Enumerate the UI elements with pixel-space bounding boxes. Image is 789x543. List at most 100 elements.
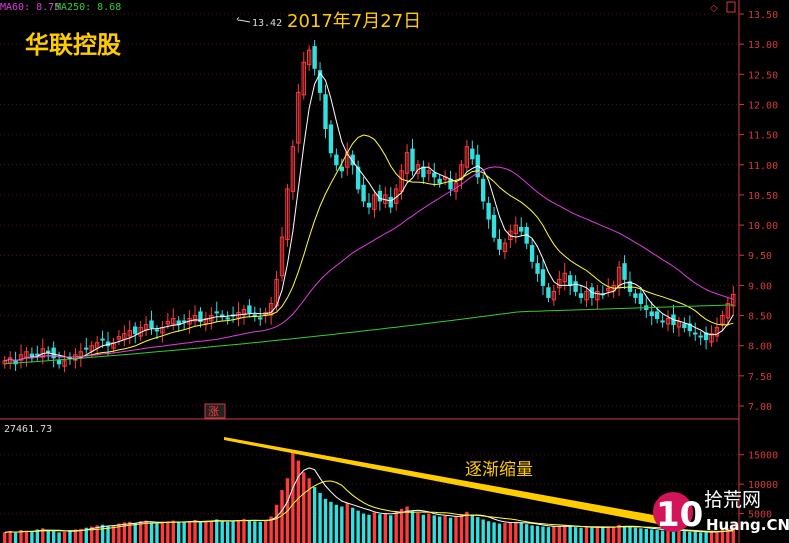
volume-bar <box>182 521 186 543</box>
volume-bar <box>601 527 605 543</box>
ma10-line <box>4 134 734 362</box>
volume-bar <box>427 513 431 543</box>
volume-bar <box>524 524 529 543</box>
ma5-line <box>4 72 734 362</box>
candle-body <box>18 354 24 361</box>
volume-bar <box>650 529 654 543</box>
volume-bar <box>633 527 638 543</box>
volume-bar <box>220 520 224 543</box>
volume-note: 逐渐缩量 <box>465 460 533 480</box>
price-ticks: 7.00 7.50 8.00 8.50 9.00 9.50 10.00 10.50 11.00 1… <box>739 10 778 413</box>
volume-bar <box>144 520 148 543</box>
volume-bar <box>437 516 442 543</box>
volume-bar <box>698 532 703 543</box>
price-tick-label: 9.00 <box>748 281 772 292</box>
volume-bar <box>459 514 464 543</box>
volume-bar <box>209 520 214 543</box>
volume-bar <box>106 525 110 543</box>
volume-bar <box>378 514 382 543</box>
volume-bar <box>492 522 496 543</box>
candle-body <box>247 305 252 314</box>
volume-bar <box>389 515 393 543</box>
volume-bar <box>264 520 268 543</box>
candle-body <box>252 314 258 317</box>
candle-body <box>89 345 94 352</box>
candle-body <box>709 333 714 343</box>
candle-body <box>529 245 535 262</box>
volume-bar <box>138 521 143 543</box>
candle-body <box>687 323 692 332</box>
candle-body <box>317 70 323 93</box>
volume-bar <box>688 531 692 543</box>
volume-bar <box>704 532 708 543</box>
candle-body <box>638 293 644 304</box>
volume-bar <box>351 507 355 543</box>
volume-bar <box>590 527 594 543</box>
candle-body <box>725 302 731 319</box>
volume-bar <box>166 521 170 543</box>
volume-bar <box>563 525 567 543</box>
volume-bar <box>622 525 627 543</box>
volume-bar <box>307 478 311 543</box>
candle-body <box>731 293 736 307</box>
volume-bar <box>421 514 426 543</box>
candle-body <box>508 230 513 241</box>
price-tick-label: 8.00 <box>748 342 772 353</box>
candle-body <box>323 94 328 130</box>
candle-body <box>149 320 154 329</box>
volume-bar <box>329 501 333 543</box>
volume-ma10-line <box>4 480 734 533</box>
candle-body <box>198 311 203 323</box>
volume-bar <box>715 531 719 543</box>
candle-body <box>470 148 475 160</box>
volume-bar <box>639 528 643 543</box>
volume-bar <box>573 527 578 543</box>
candle-body <box>334 154 339 166</box>
volume-bar <box>133 522 137 543</box>
volume-bar <box>606 527 610 543</box>
candle-body <box>584 290 589 301</box>
volume-bar <box>95 525 99 543</box>
candle-body <box>122 333 127 340</box>
volume-bar <box>204 521 208 543</box>
price-tick-label: 7.00 <box>748 402 772 413</box>
candle-body <box>578 293 584 298</box>
volume-bar <box>486 521 491 543</box>
volume-bar <box>448 517 453 543</box>
candle-body <box>366 202 372 208</box>
volume-bar <box>13 532 18 543</box>
svg-text:Huang.CN: Huang.CN <box>706 516 789 534</box>
volume-bar <box>367 514 371 543</box>
volume-bar <box>557 525 561 543</box>
volume-bar <box>595 527 600 543</box>
volume-bar <box>340 506 344 543</box>
volume-bar <box>617 524 621 543</box>
volume-bar <box>269 516 273 543</box>
candle-body <box>154 329 160 332</box>
volume-bar <box>476 517 480 543</box>
candle-body <box>35 353 40 356</box>
volume-bar <box>405 506 409 543</box>
candle-body <box>355 166 361 190</box>
candle-body <box>290 146 296 192</box>
candle-body <box>660 320 665 323</box>
candle-body <box>285 188 290 241</box>
volume-bar <box>568 526 572 543</box>
volume-bar <box>361 513 366 543</box>
volume-bar <box>709 531 714 543</box>
volume-bar <box>8 531 12 543</box>
volume-bar <box>611 526 616 543</box>
volume-bar <box>318 492 322 543</box>
candle-body <box>535 263 540 274</box>
candle-body <box>307 49 312 66</box>
volume-bar <box>68 530 72 543</box>
candle-body <box>24 351 29 358</box>
volume-ma-lines <box>4 467 734 533</box>
diamond-icon[interactable]: ◇ <box>710 3 718 14</box>
volume-bar <box>628 527 632 543</box>
volume-bar <box>383 512 387 543</box>
svg-text:拾荒网: 拾荒网 <box>704 489 761 511</box>
candle-body <box>241 309 247 316</box>
candle-body <box>296 91 301 144</box>
scrollbar-handle[interactable] <box>726 1 736 13</box>
